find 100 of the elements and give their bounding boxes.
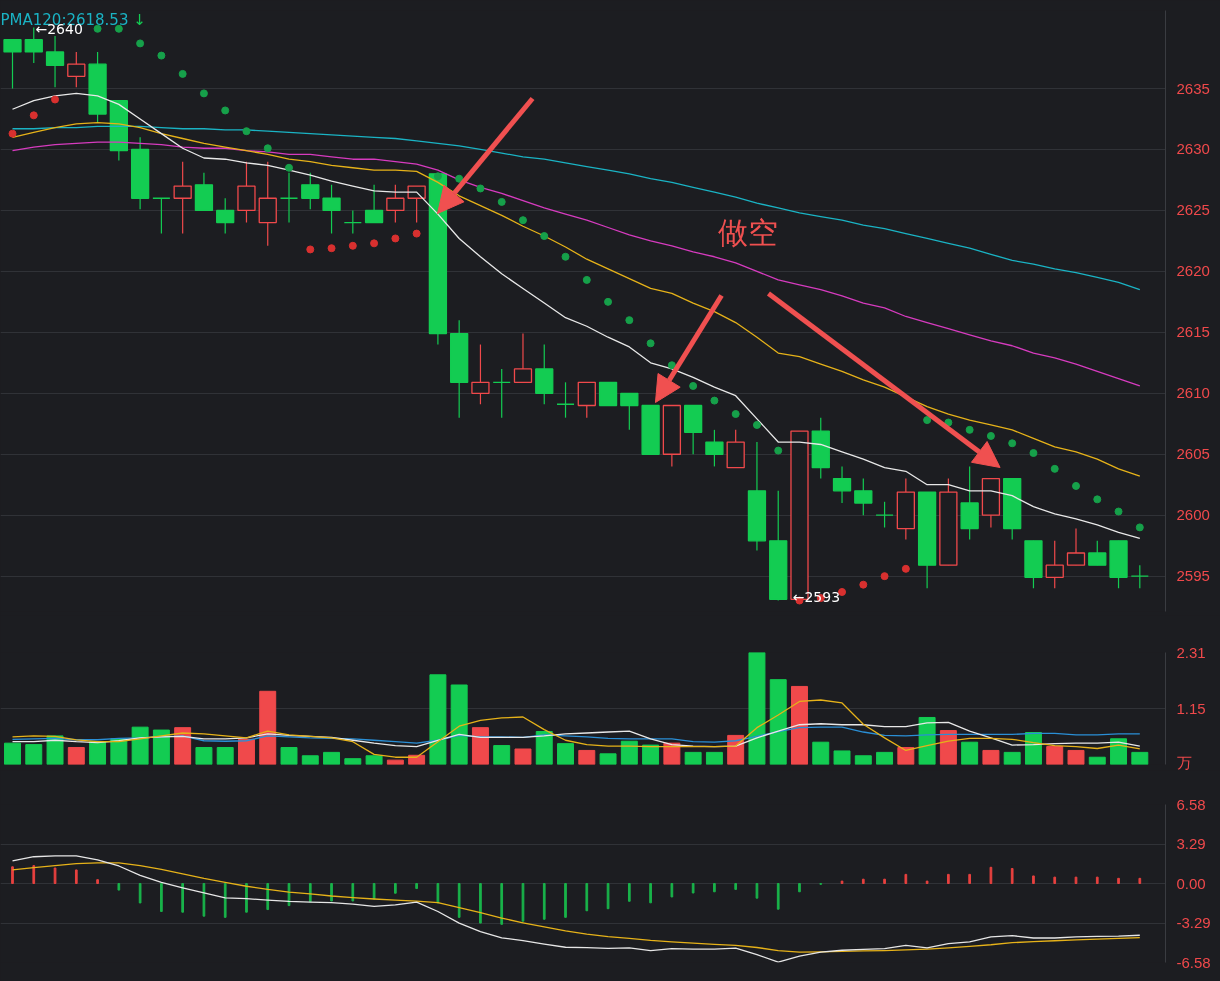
candlestick (3, 39, 22, 90)
bar (620, 740, 638, 765)
candlestick (364, 184, 384, 224)
candlestick (875, 501, 894, 528)
bar (365, 755, 383, 765)
bar (216, 747, 234, 765)
y-tick-label: 2630 (1176, 140, 1210, 158)
point (1008, 439, 1017, 448)
y-tick-label: 2.31 (1176, 644, 1206, 661)
point (965, 425, 974, 434)
candlestick (556, 381, 575, 419)
line-series (11, 699, 1141, 758)
bar (152, 729, 170, 765)
point (497, 197, 506, 206)
point (455, 174, 464, 183)
point (646, 339, 655, 348)
point (561, 252, 570, 261)
point (667, 361, 676, 370)
point (944, 418, 953, 427)
candlestick (67, 51, 86, 88)
point (29, 111, 38, 120)
line-series (11, 721, 1141, 748)
annotation: 做空 (718, 214, 779, 250)
bar (876, 751, 894, 765)
point (157, 51, 166, 60)
bar (259, 690, 277, 765)
y-tick-label: 6.58 (1176, 795, 1206, 813)
point (731, 410, 740, 418)
y-tick-label: 3.29 (1176, 835, 1206, 852)
point (285, 163, 294, 172)
y-tick-label: 2615 (1176, 323, 1210, 341)
bar (89, 741, 107, 765)
y-tick-label: -6.58 (1176, 953, 1211, 971)
y-tick-label: 2635 (1176, 79, 1210, 97)
candlestick (492, 368, 511, 419)
point (412, 229, 421, 238)
y-tick-label: 万 (1176, 753, 1192, 771)
point (1050, 464, 1059, 473)
bar (1110, 738, 1128, 765)
point (986, 431, 995, 440)
bar (557, 743, 574, 765)
bar (599, 753, 617, 765)
bar (493, 745, 511, 765)
point (540, 232, 549, 241)
point (348, 241, 357, 250)
bar (67, 747, 85, 765)
bar (791, 685, 808, 765)
bar (301, 755, 319, 765)
bar (684, 751, 702, 765)
point (859, 580, 868, 589)
y-tick-label: 2620 (1176, 262, 1210, 280)
y-tick-label: 0.00 (1176, 874, 1206, 892)
line-series (11, 855, 1141, 963)
bar (897, 747, 915, 765)
point (433, 172, 442, 181)
bar (429, 674, 447, 765)
bar (323, 751, 341, 765)
candlestick (620, 392, 639, 431)
point (306, 245, 315, 254)
point (604, 297, 613, 306)
point (136, 39, 145, 48)
bar (237, 738, 255, 765)
bar (514, 748, 532, 765)
point (51, 95, 60, 104)
point (901, 564, 910, 573)
candlestick (1130, 564, 1149, 589)
bar (4, 742, 21, 765)
bar (961, 741, 979, 765)
bar (1046, 746, 1064, 765)
y-tick-label: 1.15 (1176, 700, 1206, 718)
bar (705, 751, 723, 765)
candlestick (1045, 540, 1064, 589)
annotation: ↓ (133, 10, 146, 29)
point (476, 184, 485, 193)
bar (833, 750, 851, 765)
bar (471, 727, 489, 765)
y-tick-label: 2610 (1176, 384, 1210, 402)
bar (939, 730, 957, 765)
candlestick (854, 478, 873, 516)
bar (748, 652, 766, 765)
y-tick-label: 2595 (1176, 567, 1210, 585)
candlestick (152, 197, 171, 235)
point (1093, 495, 1102, 504)
y-tick-label: 2600 (1176, 506, 1210, 524)
point (8, 129, 17, 138)
candlestick (1066, 528, 1086, 566)
point (838, 588, 847, 596)
point (582, 275, 591, 284)
bar (918, 716, 936, 765)
candlestick (322, 184, 341, 235)
bar (769, 679, 787, 765)
line-series (11, 92, 1141, 540)
point (1114, 507, 1123, 516)
candlestick (577, 381, 596, 419)
candlestick (45, 35, 65, 88)
point (880, 572, 889, 581)
point (178, 69, 187, 78)
point (710, 396, 719, 405)
bar (1003, 751, 1021, 765)
bar (25, 744, 43, 765)
